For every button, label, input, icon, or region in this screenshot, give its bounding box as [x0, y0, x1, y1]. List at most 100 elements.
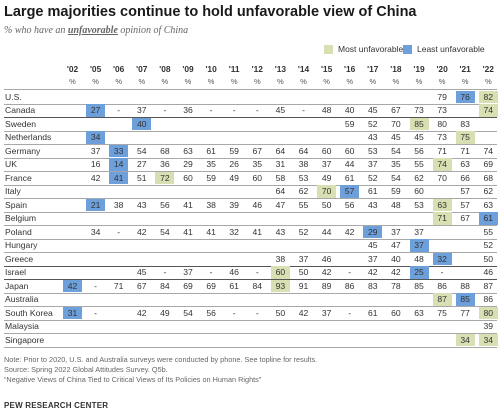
value-cell: 79	[437, 91, 447, 102]
row-divider	[4, 198, 497, 199]
percent-unit-label: %	[92, 77, 99, 86]
value-cell: 83	[460, 118, 470, 129]
value-cell: 76	[455, 90, 475, 103]
country-label-canada: Canada	[5, 105, 36, 116]
row-divider	[4, 225, 497, 226]
value-cell: 46	[483, 267, 494, 278]
year-header-18: '18	[390, 64, 402, 74]
value-cell: 55	[414, 159, 424, 170]
value-cell: 59	[229, 145, 239, 156]
value-cell: 48	[414, 253, 424, 264]
value-cell: 44	[321, 226, 332, 237]
value-cell: 42	[137, 307, 147, 318]
row-divider	[4, 306, 497, 307]
value-cell: 35	[252, 159, 263, 170]
value-cell: 75	[437, 307, 447, 318]
country-label-france: France	[5, 172, 32, 183]
country-label-malaysia: Malaysia	[5, 321, 39, 332]
value-cell: 58	[275, 172, 286, 183]
value-cell: 69	[183, 280, 193, 291]
value-cell: 61	[344, 172, 355, 183]
country-label-italy: Italy	[5, 186, 21, 197]
value-cell: 74	[483, 145, 494, 156]
year-header-06: '06	[113, 64, 125, 74]
value-cell: -	[209, 105, 213, 116]
value-cell: 71	[432, 212, 452, 225]
value-cell: 26	[229, 159, 239, 170]
row-divider	[4, 211, 497, 213]
value-cell: 34	[455, 333, 475, 346]
value-cell: 49	[160, 307, 170, 318]
percent-unit-label: %	[438, 77, 446, 86]
value-cell: 63	[483, 199, 494, 210]
value-cell: 37	[368, 253, 378, 264]
country-label-poland: Poland	[5, 226, 32, 237]
value-cell: 34	[86, 131, 106, 144]
value-cell: 56	[344, 199, 355, 210]
value-cell: 64	[275, 145, 286, 156]
value-cell: 42	[90, 172, 101, 183]
value-cell: 71	[113, 280, 124, 291]
value-cell: -	[302, 105, 305, 116]
row-divider	[4, 333, 497, 334]
row-divider	[4, 130, 497, 132]
percent-unit-label: %	[392, 77, 400, 86]
value-cell: 43	[368, 199, 378, 210]
value-cell: -	[94, 280, 98, 291]
subtitle-prefix: % who have an	[4, 25, 68, 36]
value-cell: 56	[414, 145, 424, 156]
subtitle-emphasis: unfavorable	[67, 25, 118, 36]
country-label-netherlands: Netherlands	[5, 132, 52, 143]
header-divider	[4, 89, 497, 90]
percent-unit-label: %	[161, 77, 169, 86]
percent-unit-label: %	[461, 77, 469, 86]
value-cell: 77	[460, 307, 470, 318]
value-cell: 31	[63, 306, 82, 319]
value-cell: 45	[414, 132, 424, 143]
value-cell: 42	[137, 226, 147, 237]
value-cell: 34	[478, 333, 498, 346]
value-cell: 78	[391, 280, 401, 291]
percent-unit-label: %	[138, 77, 146, 86]
value-cell: 87	[432, 293, 452, 306]
year-header-19: '19	[413, 64, 425, 74]
value-cell: 71	[460, 145, 470, 156]
value-cell: 53	[368, 145, 378, 156]
value-cell: 29	[363, 225, 383, 238]
value-cell: -	[255, 267, 259, 278]
value-cell: 67	[460, 213, 470, 224]
value-cell: 31	[275, 159, 286, 170]
value-cell: 54	[160, 226, 170, 237]
row-divider	[4, 103, 497, 105]
value-cell: 56	[206, 307, 216, 318]
value-cell: 71	[437, 145, 447, 156]
value-cell: 85	[409, 117, 429, 130]
row-divider	[4, 252, 497, 253]
subtitle-suffix: opinion of China	[117, 25, 189, 36]
note-text: Note: Prior to 2020, U.S. and Australia …	[4, 355, 318, 364]
value-cell: 60	[252, 172, 263, 183]
row-divider	[4, 346, 497, 348]
year-header-05: '05	[89, 64, 102, 74]
value-cell: 41	[206, 226, 216, 237]
year-header-13: '13	[274, 64, 287, 74]
value-cell: 62	[414, 172, 424, 183]
value-cell: 36	[183, 105, 193, 116]
value-cell: 45	[137, 267, 147, 278]
source-text: Source: Spring 2022 Global Attitudes Sur…	[4, 365, 168, 374]
value-cell: 14	[109, 158, 129, 171]
value-cell: 86	[483, 294, 494, 305]
value-cell: 49	[321, 172, 332, 183]
value-cell: 54	[137, 145, 147, 156]
value-cell: -	[117, 226, 121, 237]
value-cell: 85	[414, 280, 424, 291]
value-cell: 60	[183, 172, 193, 183]
year-header-22: '22	[482, 64, 494, 74]
value-cell: 37	[321, 307, 332, 318]
value-cell: 54	[391, 145, 401, 156]
value-cell: 29	[183, 159, 193, 170]
value-cell: 43	[137, 199, 147, 210]
value-cell: 34	[90, 226, 101, 237]
value-cell: 89	[321, 280, 332, 291]
value-cell: 44	[344, 159, 355, 170]
